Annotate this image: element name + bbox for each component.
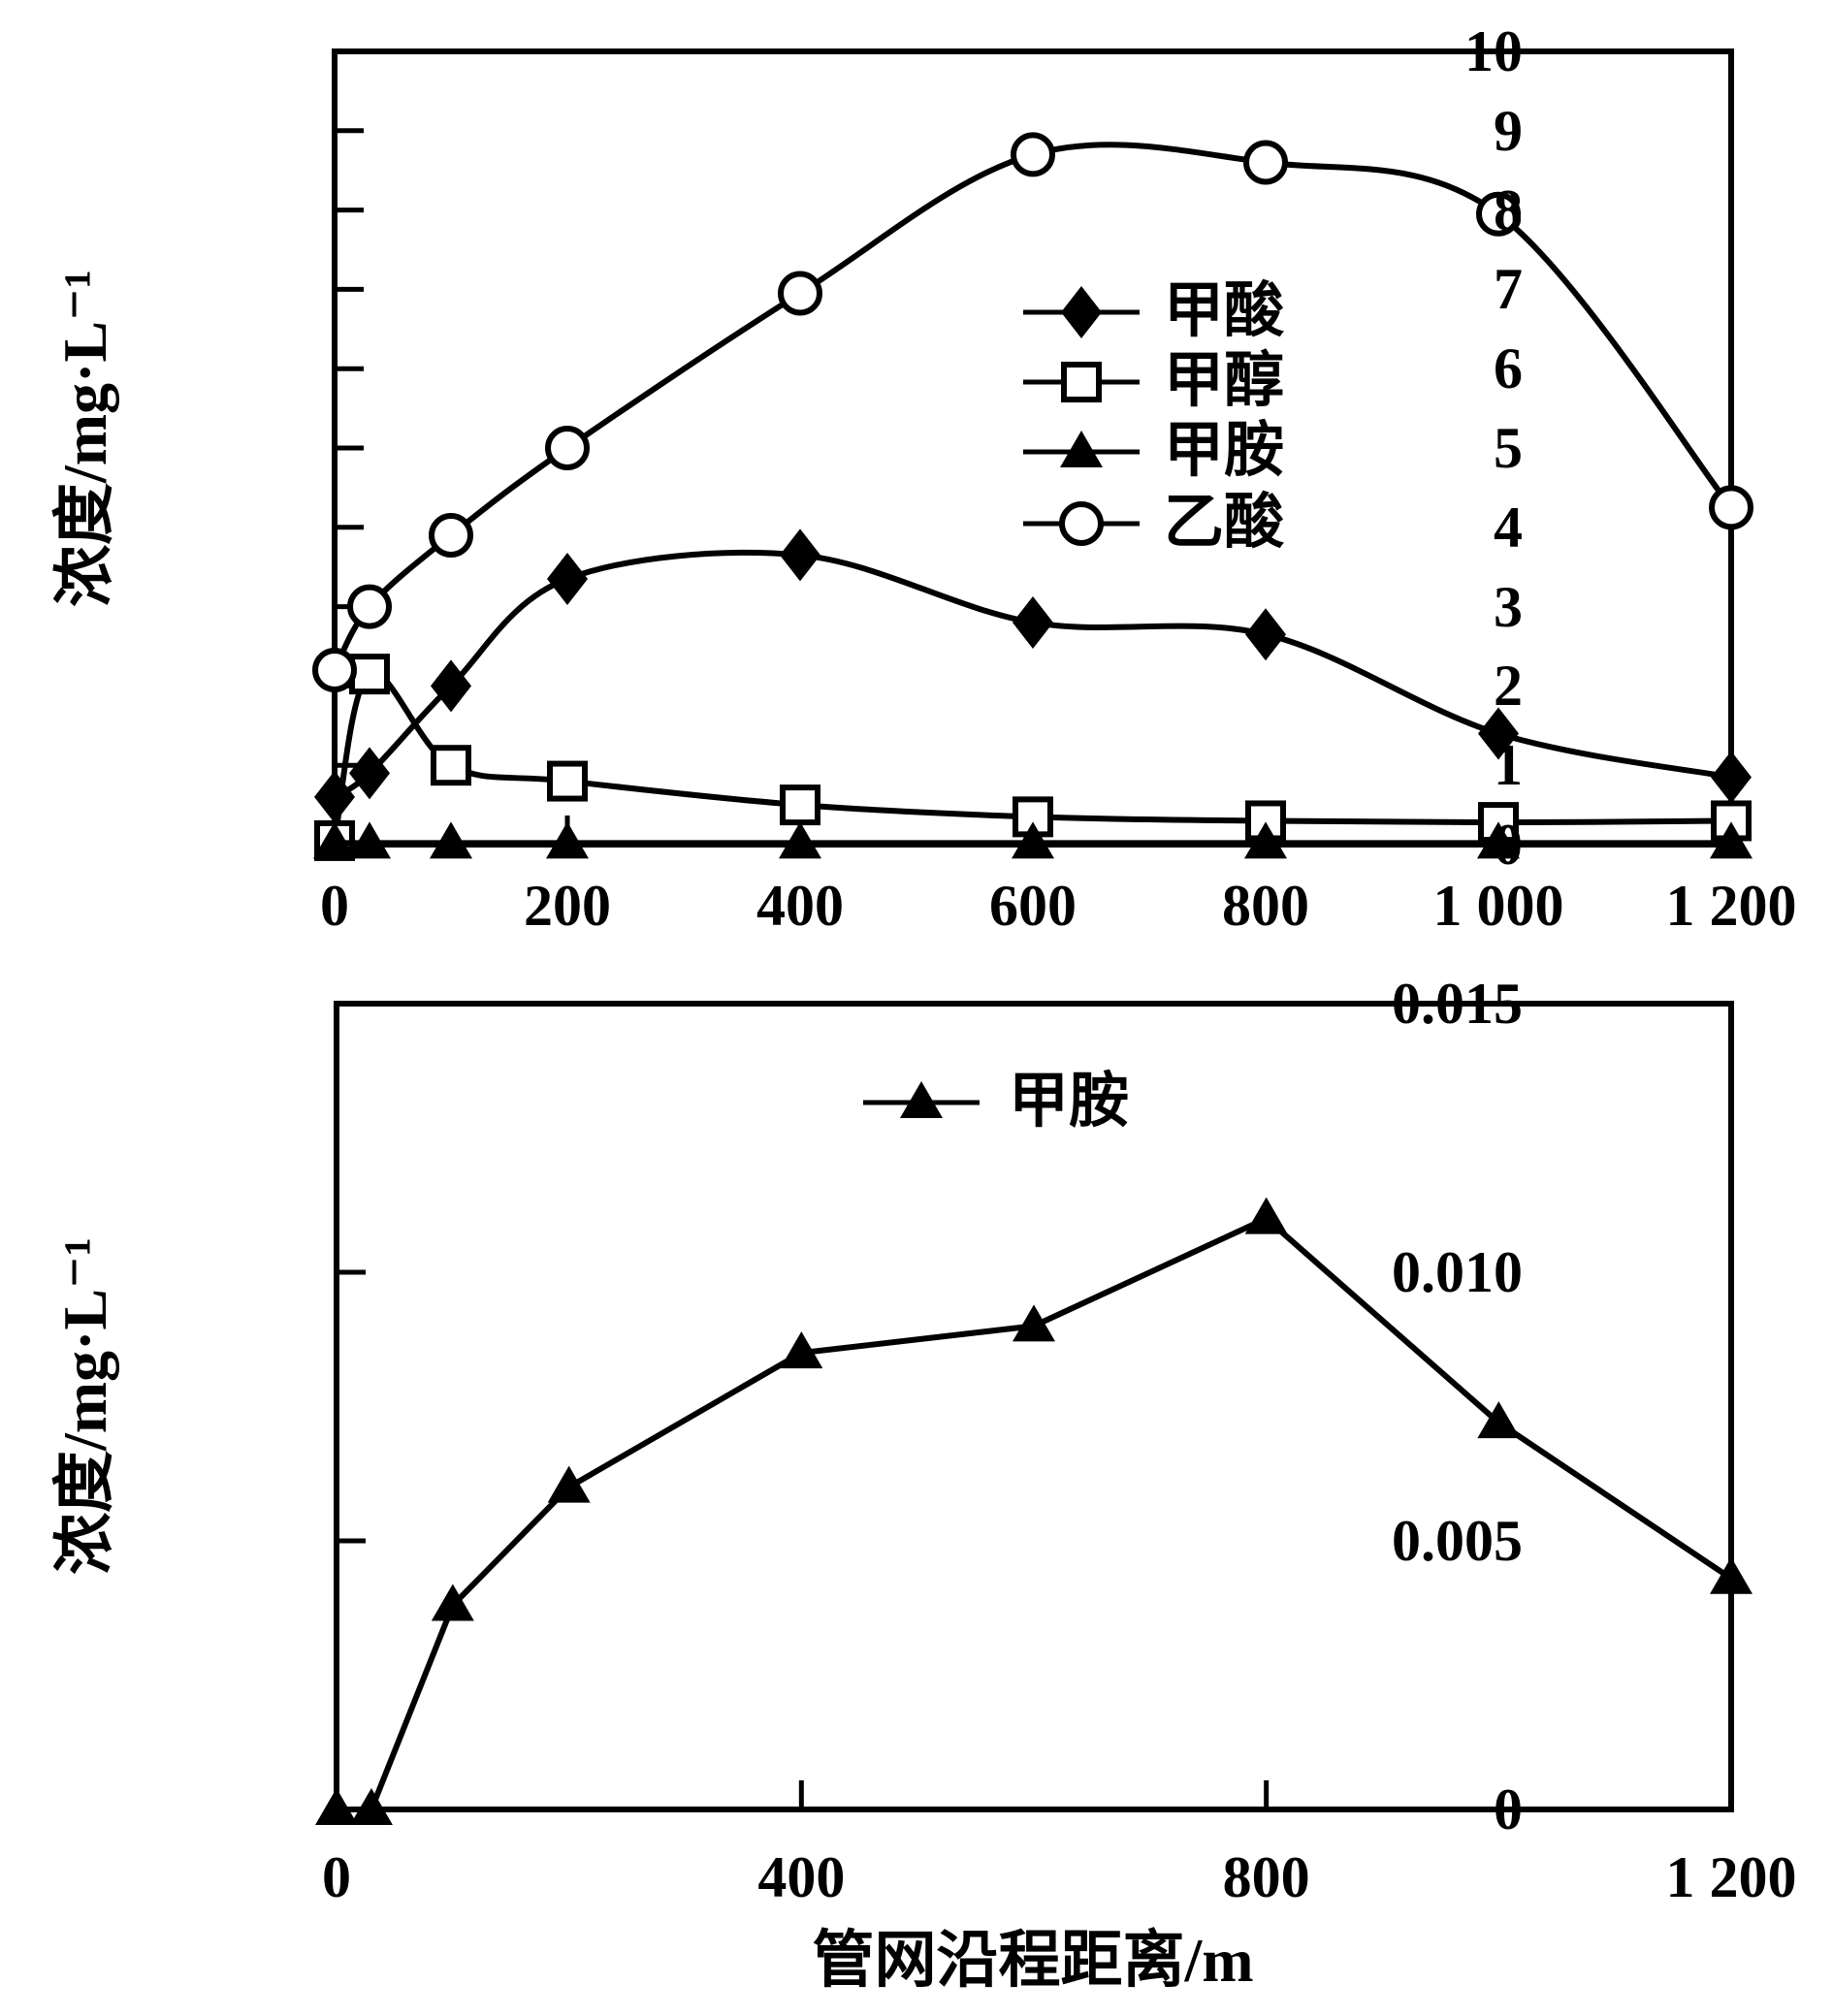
data-point-open-circle — [545, 426, 590, 470]
data-point-filled-diamond — [1013, 595, 1053, 649]
chart-1-y-tick-label: 0.010 — [1392, 1240, 1523, 1304]
data-point-filled-triangle — [313, 821, 356, 859]
data-point-filled-triangle — [546, 821, 589, 859]
data-point-open-circle — [1709, 485, 1753, 530]
data-point-filled-triangle — [430, 821, 472, 859]
chart-1-x-tick-label: 800 — [1222, 1845, 1310, 1909]
chart-1-legend-label: 甲胺 — [1009, 1069, 1130, 1135]
data-point-open-square — [780, 784, 820, 826]
chart-0-y-tick-label: 7 — [1494, 257, 1523, 322]
legend-marker-filled-triangle — [1060, 431, 1103, 467]
chart-1-x-tick-label: 1 200 — [1665, 1845, 1797, 1909]
chart-0-legend-label: 乙酸 — [1164, 490, 1285, 556]
data-point-filled-triangle — [1477, 1401, 1521, 1439]
chart-0-y-tick-label: 3 — [1494, 574, 1523, 639]
chart-0-y-tick-label: 5 — [1494, 416, 1523, 480]
legend-marker-filled-diamond — [1061, 286, 1102, 338]
data-point-filled-diamond — [1711, 751, 1752, 804]
top-chart-y-axis-label: 浓度/mg·L⁻¹ — [50, 269, 119, 608]
data-point-open-square — [431, 745, 471, 786]
chart-0-x-tick-label: 0 — [320, 874, 349, 938]
chart-0-legend-label: 甲胺 — [1164, 418, 1285, 484]
chart-1-x-tick-label: 400 — [757, 1845, 846, 1909]
data-point-filled-triangle — [1013, 1304, 1055, 1342]
data-point-filled-triangle — [1244, 821, 1287, 859]
data-point-filled-diamond — [1478, 707, 1519, 760]
chart-1-y-tick-label: 0.005 — [1392, 1509, 1523, 1573]
data-point-open-square — [349, 654, 390, 695]
data-point-filled-diamond — [547, 552, 588, 605]
chart-1-plot-frame — [334, 1001, 1734, 1812]
data-point-filled-triangle — [431, 1584, 474, 1621]
chart-0-y-tick-label: 6 — [1494, 336, 1523, 401]
chart-0-x-tick-label: 1 000 — [1432, 874, 1564, 938]
chart-0-x-tick-label: 600 — [989, 874, 1077, 938]
chart-0-y-tick-label: 2 — [1494, 654, 1523, 719]
data-point-filled-diamond — [780, 528, 820, 582]
chart-0-y-tick-label: 0 — [1494, 813, 1523, 877]
chart-1-x-tick-label: 0 — [322, 1845, 351, 1909]
data-point-open-circle — [429, 512, 473, 558]
data-point-filled-triangle — [315, 1788, 358, 1825]
chart-0-y-tick-label: 4 — [1494, 495, 1523, 560]
data-point-open-square — [547, 760, 588, 802]
chart-1-y-tick-label: 0.015 — [1392, 972, 1523, 1036]
data-point-open-circle — [312, 648, 357, 693]
bottom-chart-y-axis-label: 浓度/mg·L⁻¹ — [50, 1236, 119, 1576]
data-point-filled-diamond — [1245, 608, 1286, 661]
data-point-filled-triangle — [1710, 1556, 1753, 1594]
data-point-filled-diamond — [314, 770, 355, 823]
chart-0-legend-label: 甲醇 — [1164, 348, 1285, 414]
legend-marker-filled-triangle — [900, 1081, 943, 1118]
data-point-filled-triangle — [1012, 821, 1054, 859]
legend-marker-open-circle — [1059, 501, 1104, 546]
data-point-open-circle — [1476, 191, 1521, 237]
chart-0-y-tick-label: 1 — [1494, 733, 1523, 798]
data-point-filled-diamond — [349, 747, 390, 800]
chart-0-legend-label: 甲酸 — [1164, 278, 1285, 344]
data-point-open-circle — [1011, 132, 1055, 177]
data-point-open-circle — [778, 271, 822, 316]
data-point-filled-diamond — [431, 659, 471, 713]
data-point-filled-triangle — [547, 1465, 591, 1503]
chart-0-x-tick-label: 400 — [756, 874, 844, 938]
data-point-filled-triangle — [1710, 821, 1753, 859]
legend-marker-open-square — [1061, 362, 1102, 402]
chart-0-x-tick-label: 800 — [1222, 874, 1309, 938]
data-point-open-circle — [1243, 140, 1288, 185]
x-axis-title: 管网沿程距离/m — [812, 1926, 1254, 1995]
data-point-filled-triangle — [1477, 821, 1520, 859]
chart-0-y-tick-label: 8 — [1494, 177, 1523, 242]
data-point-open-circle — [347, 584, 392, 629]
chart-0-y-tick-label: 9 — [1494, 98, 1523, 163]
series-line-open-square — [332, 669, 1734, 844]
chart-1-y-tick-label: 0 — [1494, 1777, 1523, 1841]
chart-0-x-tick-label: 1 200 — [1665, 874, 1797, 938]
data-point-filled-triangle — [780, 1331, 823, 1369]
data-point-filled-triangle — [779, 821, 821, 859]
chart-0-y-tick-label: 10 — [1464, 19, 1523, 83]
chart-0-x-tick-label: 200 — [524, 874, 611, 938]
data-point-filled-triangle — [1244, 1197, 1288, 1234]
data-point-filled-triangle — [348, 821, 391, 859]
data-point-filled-triangle — [349, 1788, 393, 1825]
